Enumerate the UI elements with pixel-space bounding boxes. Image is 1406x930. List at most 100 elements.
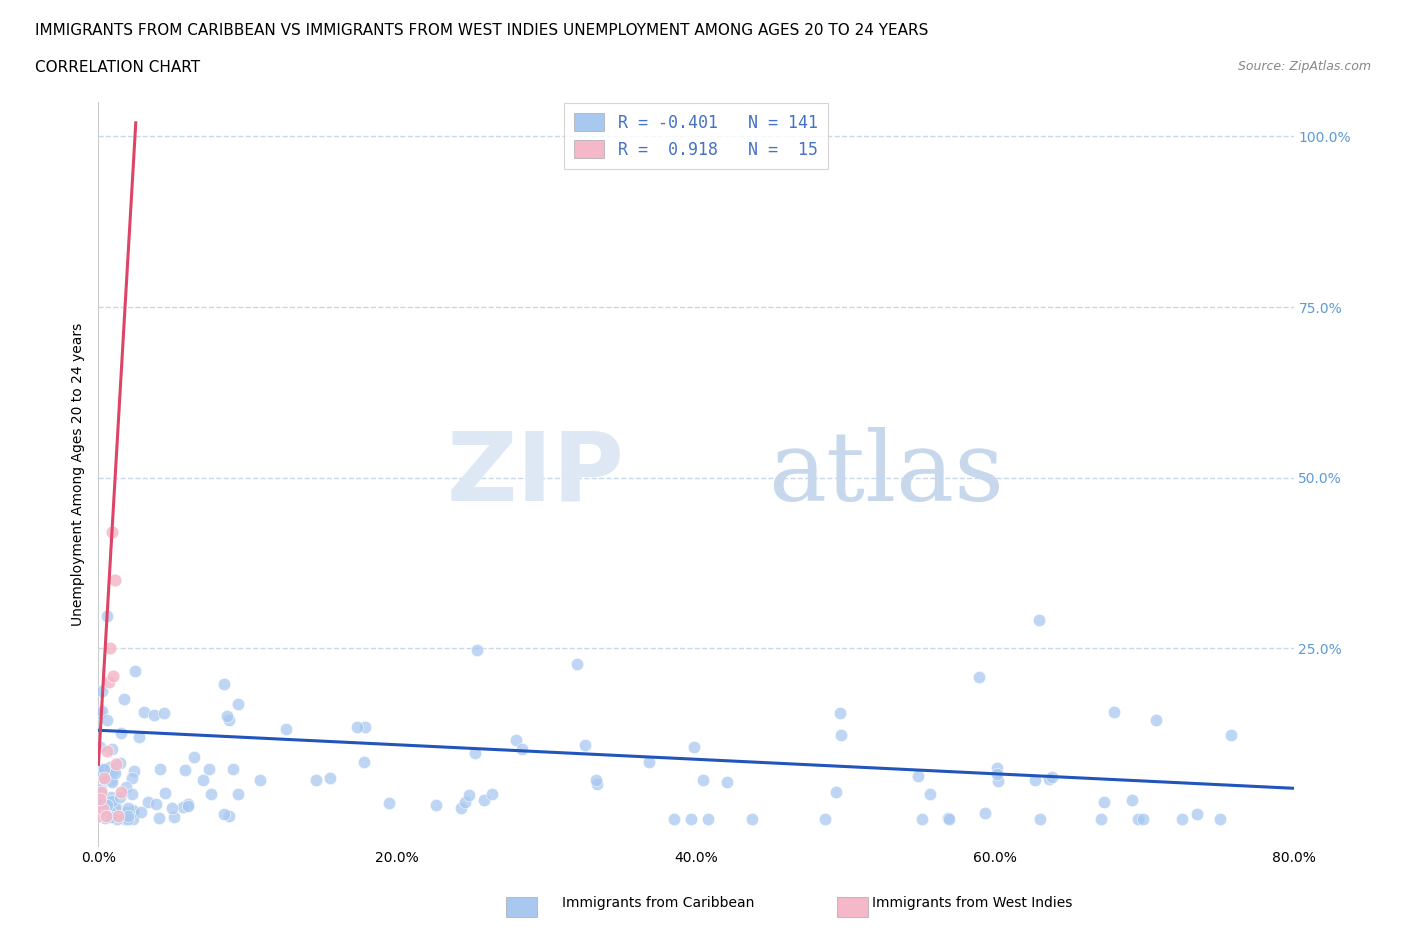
- Point: [91, 684, 114, 698]
- Point: [986, 761, 1008, 776]
- Point: [98, 760, 121, 775]
- Point: [93, 762, 115, 777]
- Point: [177, 798, 200, 813]
- Point: [100, 641, 122, 656]
- Point: [425, 798, 447, 813]
- Text: Immigrants from West Indies: Immigrants from West Indies: [872, 896, 1073, 910]
- Point: [93, 771, 115, 786]
- Point: [907, 769, 929, 784]
- Point: [319, 771, 342, 786]
- Point: [117, 808, 139, 823]
- Point: [104, 573, 127, 588]
- Point: [110, 784, 132, 799]
- Point: [104, 765, 127, 780]
- Point: [108, 756, 131, 771]
- Point: [94, 763, 117, 777]
- Point: [679, 812, 702, 827]
- Point: [148, 811, 170, 826]
- Point: [662, 812, 685, 827]
- Point: [121, 804, 143, 818]
- Point: [94, 766, 117, 781]
- Point: [105, 757, 128, 772]
- Point: [101, 764, 124, 778]
- Point: [1128, 812, 1150, 827]
- Point: [574, 737, 596, 752]
- Point: [454, 794, 477, 809]
- Point: [830, 728, 852, 743]
- Point: [828, 706, 851, 721]
- Point: [716, 775, 738, 790]
- Point: [97, 675, 120, 690]
- Point: [94, 805, 117, 820]
- Point: [505, 732, 527, 747]
- Point: [215, 709, 238, 724]
- Point: [128, 730, 150, 745]
- Point: [1102, 704, 1125, 719]
- Point: [96, 608, 118, 623]
- Text: Source: ZipAtlas.com: Source: ZipAtlas.com: [1237, 60, 1371, 73]
- Point: [122, 764, 145, 779]
- Point: [94, 771, 117, 786]
- Point: [101, 775, 124, 790]
- Point: [1121, 793, 1143, 808]
- Point: [90, 804, 112, 818]
- Point: [193, 772, 215, 787]
- Point: [1144, 712, 1167, 727]
- Point: [145, 797, 167, 812]
- Point: [918, 787, 941, 802]
- Point: [149, 762, 172, 777]
- Point: [90, 795, 112, 810]
- Point: [100, 809, 122, 824]
- Point: [1024, 773, 1046, 788]
- Point: [89, 764, 111, 778]
- Point: [226, 697, 249, 711]
- Point: [1040, 770, 1063, 785]
- Point: [93, 762, 115, 777]
- Point: [143, 708, 166, 723]
- Point: [98, 804, 121, 819]
- Point: [565, 657, 588, 671]
- Point: [103, 669, 125, 684]
- Point: [122, 812, 145, 827]
- Point: [101, 793, 124, 808]
- Point: [212, 677, 235, 692]
- Point: [226, 787, 249, 802]
- Point: [378, 796, 401, 811]
- Point: [249, 773, 271, 788]
- Point: [1209, 812, 1232, 827]
- Point: [131, 804, 153, 819]
- Point: [90, 703, 112, 718]
- Point: [1132, 812, 1154, 827]
- Point: [682, 740, 704, 755]
- Point: [472, 792, 495, 807]
- Point: [1185, 806, 1208, 821]
- Point: [967, 670, 990, 684]
- Point: [136, 794, 159, 809]
- Point: [89, 791, 111, 806]
- Point: [218, 712, 240, 727]
- Point: [346, 720, 368, 735]
- Point: [96, 798, 118, 813]
- Point: [153, 786, 176, 801]
- Point: [825, 785, 848, 800]
- Point: [124, 664, 146, 679]
- Point: [172, 800, 194, 815]
- Point: [177, 796, 200, 811]
- Point: [1028, 613, 1050, 628]
- Point: [101, 742, 124, 757]
- Point: [354, 719, 377, 734]
- Point: [94, 804, 117, 818]
- Point: [162, 809, 184, 824]
- Point: [90, 784, 112, 799]
- Point: [89, 794, 111, 809]
- Point: [87, 808, 110, 823]
- Point: [1092, 795, 1115, 810]
- Point: [108, 790, 131, 804]
- Point: [222, 762, 245, 777]
- Y-axis label: Unemployment Among Ages 20 to 24 years: Unemployment Among Ages 20 to 24 years: [72, 323, 86, 626]
- Point: [110, 725, 132, 740]
- Point: [153, 705, 176, 720]
- Point: [465, 642, 488, 657]
- Text: IMMIGRANTS FROM CARIBBEAN VS IMMIGRANTS FROM WEST INDIES UNEMPLOYMENT AMONG AGES: IMMIGRANTS FROM CARIBBEAN VS IMMIGRANTS …: [35, 23, 928, 38]
- Point: [104, 801, 127, 816]
